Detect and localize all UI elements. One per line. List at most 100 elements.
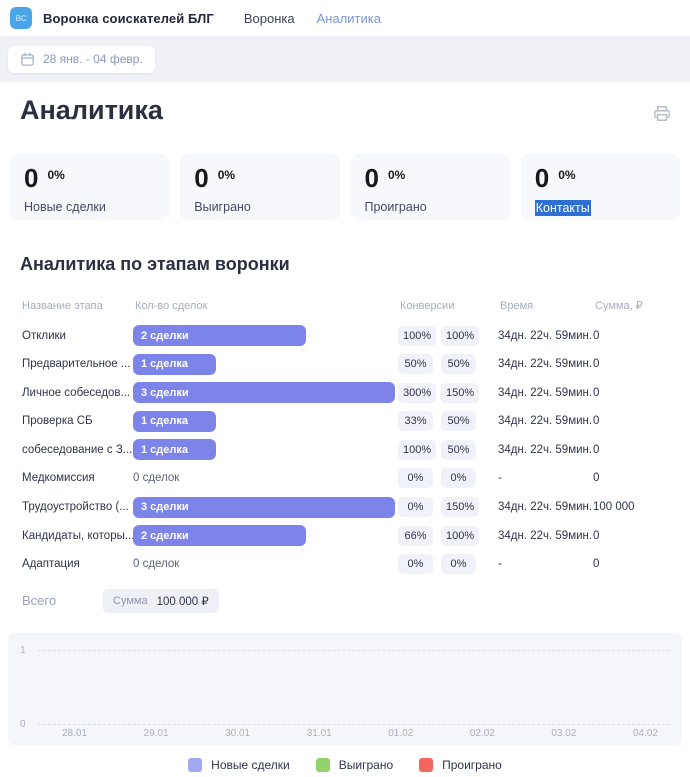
time-value: 34дн. 22ч. 59мин. [498,443,593,456]
table-row: Кандидаты, которы... 2 сделки 66% 100% 3… [20,525,670,547]
x-axis-label: 03.02 [551,727,577,739]
conversion-badge-2: 50% [441,439,476,460]
conversion-badge-1: 100% [398,325,437,346]
stat-card[interactable]: 0 0% Новые сделки [10,154,170,220]
x-axis-label: 04.02 [632,727,658,739]
deals-bar[interactable]: 3 сделки [133,496,395,518]
calendar-icon [21,52,34,66]
stage-name: собеседование с З... [22,443,133,456]
stage-name: Кандидаты, которы... [22,529,133,542]
topbar: ВС Воронка соискателей БЛГ Воронка Аналит… [0,0,690,36]
stat-percent: 0% [217,168,236,182]
col-time: Время [500,299,534,312]
stage-name: Адаптация [22,558,80,571]
sum-value: 0 [593,558,600,571]
sum-value: 100 000 [593,501,635,514]
sum-value: 0 [593,386,600,399]
stat-label: Контакты [534,200,591,216]
date-range-picker[interactable]: 28 янв. - 04 февр. [8,45,155,73]
stat-percent: 0% [47,168,65,182]
time-value: 34дн. 22ч. 59мин. [498,386,593,399]
nav-tab[interactable]: Аналитика [316,10,381,26]
stat-value: 0 [24,163,39,193]
legend-swatch-icon [315,757,330,772]
x-axis-label: 02.02 [469,727,495,739]
x-axis-label: 31.01 [306,727,332,739]
legend-item[interactable]: Проиграно [419,757,502,772]
table-row: Личное собеседов... 3 сделки 300% 150% 3… [20,382,670,404]
gridline-bottom [38,723,670,725]
conversion-badge-2: 0% [441,468,476,489]
col-stage-name: Название этапа [22,299,103,312]
sum-value: 0 [593,415,600,428]
stat-value: 0 [194,163,209,193]
stat-percent: 0% [558,168,576,182]
funnel-title: Воронка соискателей БЛГ [43,10,214,26]
stage-name: Проверка СБ [22,415,93,428]
deals-bar[interactable]: 2 сделки [133,525,306,547]
stat-card[interactable]: 0 0% Проиграно [350,154,510,220]
conversion-badge-1: 300% [398,382,437,403]
nav-tab[interactable]: Воронка [243,10,295,26]
x-axis-label: 30.01 [225,727,251,739]
stat-label: Новые сделки [24,200,106,214]
conversion-badge-1: 66% [398,525,433,546]
table-row: Медкомиссия 0 сделок 0% 0% - 0 [20,468,670,489]
stat-label: Проиграно [364,200,427,214]
deals-bar[interactable]: 1 сделка [133,410,216,432]
sum-value: 0 [593,472,600,485]
stat-card[interactable]: 0 0% Контакты [520,154,680,220]
time-value: 34дн. 22ч. 59мин. [498,415,593,428]
table-row: Предварительное ... 1 сделка 50% 50% 34д… [20,353,670,375]
total-sum-key: Сумма [113,594,148,607]
stage-name: Отклики [22,329,66,342]
deals-bar[interactable]: 3 сделки [133,382,395,404]
stats-row: 0 0% Новые сделки 0 0% Выиграно 0 0% Про… [10,154,680,220]
sum-value: 0 [593,358,600,371]
total-label: Всего [22,593,57,609]
time-value: - [498,472,502,485]
date-filter-bar: 28 янв. - 04 февр. [0,36,690,82]
stat-label: Выиграно [194,200,251,214]
legend-label: Выиграно [338,757,394,772]
stat-percent: 0% [387,168,406,182]
col-deal-count: Кол-во сделок [135,299,208,312]
col-sum: Сумма, ₽ [595,300,643,312]
conversion-badge-2: 150% [441,382,480,403]
legend-item[interactable]: Выиграно [315,757,394,772]
x-axis-label: 29.01 [143,727,169,739]
total-sum-value: 100 000 ₽ [156,595,209,608]
stage-name: Медкомиссия [22,472,95,485]
funnel-section-title: Аналитика по этапам воронки [20,254,290,274]
gridline-top [38,649,670,651]
legend-label: Новые сделки [211,757,290,772]
date-range-label: 28 янв. - 04 февр. [43,52,143,66]
y-axis-tick-0: 0 [20,718,26,730]
deals-bar[interactable]: 1 сделка [133,439,216,461]
chart-legend: Новые сделки Выиграно Проиграно [0,757,690,772]
table-row: Трудоустройство (... 3 сделки 0% 150% 34… [20,496,670,518]
deals-bar[interactable]: 2 сделки [133,325,306,346]
print-button[interactable] [650,102,674,128]
legend-item[interactable]: Новые сделки [188,757,290,772]
conversion-badge-2: 150% [441,497,480,518]
total-sum-badge: Сумма 100 000 ₽ [103,588,219,613]
time-value: 34дн. 22ч. 59мин. [498,529,593,542]
conversion-badge-1: 100% [398,439,437,460]
time-value: 34дн. 22ч. 59мин. [498,358,593,371]
stat-value: 0 [364,163,379,193]
conversion-badge-2: 0% [441,554,476,575]
nav-tabs: Воронка Аналитика [244,11,381,26]
printer-icon [654,106,670,121]
conversion-badge-2: 100% [441,325,480,346]
stat-value: 0 [534,163,550,193]
legend-label: Проиграно [442,757,502,772]
x-axis-labels: 28.01 29.01 30.01 31.01 01.02 02.02 03.02 04.02 [62,728,658,739]
deals-bar[interactable]: 1 сделка [133,353,216,375]
funnel-table: Название этапа Кол-во сделок Конверсии В… [20,299,670,575]
stat-card[interactable]: 0 0% Выиграно [180,154,340,220]
deals-zero-label: 0 сделок [133,558,180,571]
time-value: 34дн. 22ч. 59мин. [498,329,593,342]
stage-name: Трудоустройство (... [22,501,129,514]
y-axis-tick-1: 1 [20,644,26,656]
